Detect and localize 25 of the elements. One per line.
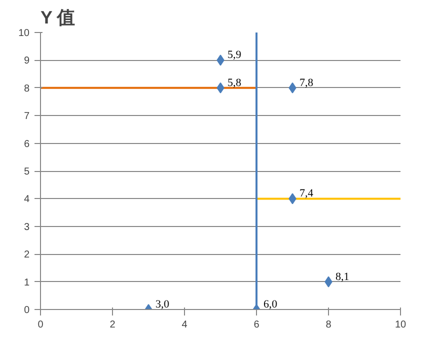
annotation: 7,8 (300, 76, 314, 89)
x-tick-label: 6 (254, 320, 260, 330)
y-tick-label: 9 (24, 56, 30, 67)
y-tick-label: 2 (24, 250, 30, 261)
y-tick-label: 8 (24, 83, 30, 94)
y-tick-label: 3 (24, 222, 30, 233)
annotation: 8,1 (336, 270, 350, 283)
chart-title: Y 值 (40, 8, 76, 28)
annotation: 3,0 (156, 298, 170, 310)
y-tick-label: 5 (24, 166, 30, 178)
y-tick-label: 1 (24, 277, 30, 288)
x-tick-label: 0 (38, 320, 44, 330)
x-tick-label: 10 (394, 320, 406, 330)
x-tick-label: 4 (182, 320, 188, 330)
x-tick-label: 8 (326, 320, 332, 330)
y-tick-label: 4 (24, 194, 30, 206)
annotation: 5,8 (228, 76, 242, 89)
y-tick-label: 10 (18, 28, 30, 39)
y-tick-label: 0 (24, 305, 30, 316)
y-tick-label: 7 (24, 111, 30, 122)
x-tick-label: 2 (110, 320, 116, 330)
y-tick-label: 6 (24, 138, 30, 150)
annotation: 6,0 (264, 298, 278, 310)
annotation: 7,4 (300, 188, 314, 200)
annotation: 5,9 (228, 49, 242, 62)
